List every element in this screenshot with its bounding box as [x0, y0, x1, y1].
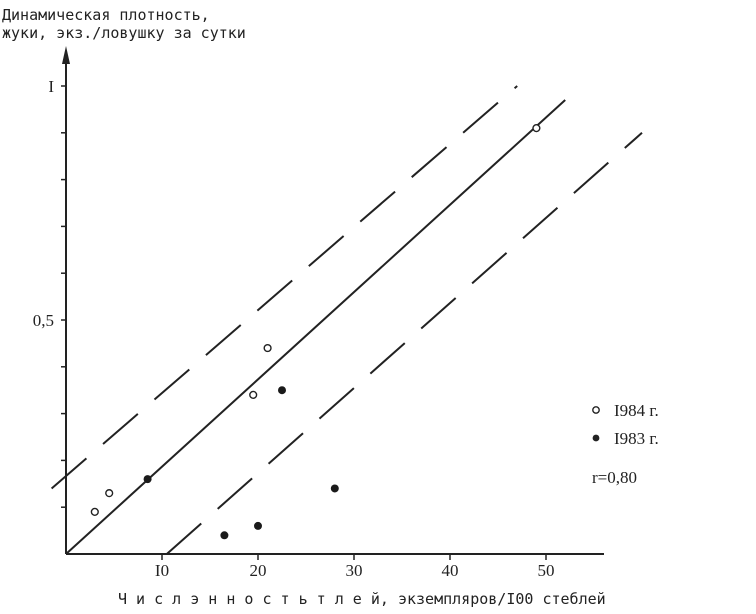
- lower-bound-line: [166, 132, 643, 555]
- point-1984: [263, 343, 272, 353]
- point-1984: [105, 489, 114, 498]
- legend-label-1984: I984 г.: [614, 401, 659, 420]
- axis-tick-labels: I0 20 30 40 50 0,5 I: [33, 77, 555, 580]
- x-tick-label: 20: [250, 561, 267, 580]
- axes: [62, 46, 604, 555]
- x-tick-label: 40: [442, 561, 459, 580]
- legend-label-1983: I983 г.: [614, 429, 659, 448]
- regression-line: [65, 99, 566, 555]
- x-axis-label: Ч и с л э н н о с т ь т л е й, экземпляр…: [118, 590, 606, 608]
- y-tick-label: 0,5: [33, 311, 54, 330]
- point-1984: [532, 124, 541, 133]
- regression-lines: [50, 85, 643, 555]
- legend-marker-1984: [592, 406, 600, 414]
- x-tick-label: 50: [538, 561, 555, 580]
- point-1983: [330, 484, 339, 493]
- y-axis-arrow: [62, 46, 70, 64]
- legend: I984 г. I983 г. r=0,80: [592, 401, 659, 487]
- y-tick-label: I: [48, 77, 54, 96]
- point-1984: [249, 390, 258, 399]
- legend-marker-1983: [592, 434, 600, 442]
- x-tick-label: I0: [155, 561, 169, 580]
- upper-bound-line: [50, 85, 518, 490]
- point-1983: [278, 386, 286, 395]
- y-axis-label-line1: Динамическая плотность,: [2, 6, 210, 24]
- y-axis-label-line2: жуки, экз./ловушку за сутки: [2, 24, 246, 42]
- point-1984: [90, 507, 99, 516]
- correlation-label: r=0,80: [592, 468, 637, 487]
- data-points: [90, 124, 541, 540]
- point-1983: [254, 521, 262, 530]
- point-1983: [143, 475, 152, 484]
- axis-ticks: [61, 85, 547, 560]
- point-1983: [220, 531, 229, 540]
- x-tick-label: 30: [346, 561, 363, 580]
